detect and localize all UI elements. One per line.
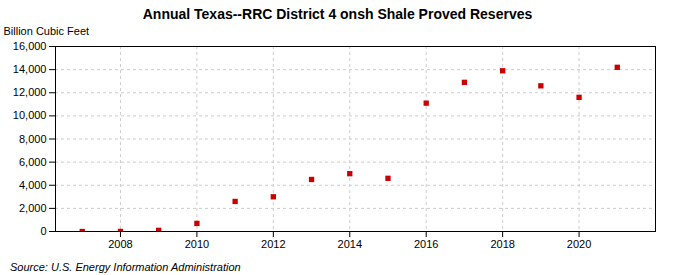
svg-text:10,000: 10,000 — [13, 109, 47, 121]
svg-text:6,000: 6,000 — [19, 156, 47, 168]
svg-text:2020: 2020 — [567, 238, 591, 250]
svg-text:14,000: 14,000 — [13, 63, 47, 75]
svg-text:0: 0 — [40, 225, 46, 237]
svg-text:2008: 2008 — [108, 238, 132, 250]
svg-text:2012: 2012 — [261, 238, 285, 250]
html-text:Annual Texas--RRC District 4 o: Annual Texas--RRC District 4 onsh Shale … — [142, 6, 533, 22]
html-text:Source: U.S. Energy Informatio: Source: U.S. Energy Information Administ… — [10, 261, 241, 273]
svg-text:2,000: 2,000 — [19, 202, 47, 214]
svg-text:2014: 2014 — [338, 238, 362, 250]
svg-text:4,000: 4,000 — [19, 179, 47, 191]
svg-text:12,000: 12,000 — [13, 86, 47, 98]
svg-text:Billion Cubic Feet: Billion Cubic Feet — [4, 25, 90, 37]
svg-text:8,000: 8,000 — [19, 133, 47, 145]
svg-text:16,000: 16,000 — [13, 40, 47, 52]
svg-text:2018: 2018 — [490, 238, 514, 250]
svg-text:2016: 2016 — [414, 238, 438, 250]
svg-text:2010: 2010 — [185, 238, 209, 250]
